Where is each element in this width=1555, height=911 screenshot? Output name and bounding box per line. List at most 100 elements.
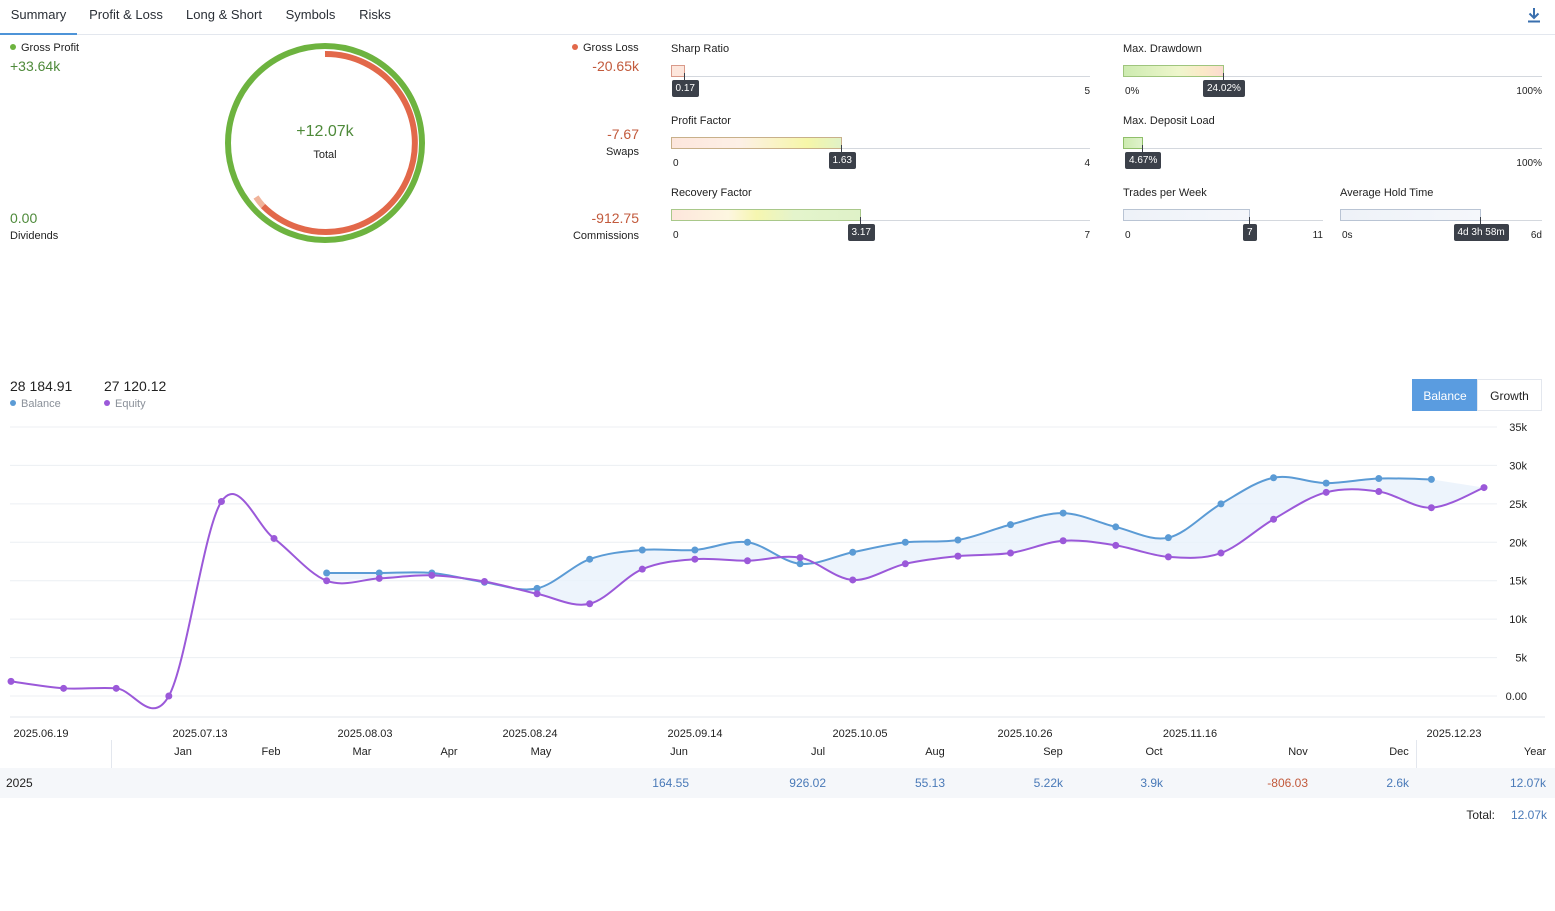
balance-point[interactable] [1217,500,1225,508]
balance-point[interactable] [691,546,699,554]
balance-point[interactable] [1059,509,1067,517]
balance-point[interactable] [1322,479,1330,487]
equity-point[interactable] [1217,549,1225,557]
balance-point[interactable] [1375,474,1383,482]
month-header-jun: Jun [670,746,688,758]
balance-value: 28 184.91 [10,378,73,394]
balance-point[interactable] [849,548,857,556]
balance-point[interactable] [638,546,646,554]
x-tick-label: 2025.06.19 [13,728,68,740]
balance-point[interactable] [533,584,541,592]
balance-point[interactable] [375,569,383,577]
year-row [0,768,1555,798]
x-tick-label: 2025.09.14 [667,728,722,740]
equity-point[interactable] [1164,553,1172,561]
equity-legend: Equity [104,398,146,410]
commissions-label: Commissions [572,230,639,242]
x-tick-label: 2025.12.23 [1426,728,1481,740]
metric-trades-per-week-value: 7 [1243,224,1257,241]
metric-max-deposit-load-marker [1142,145,1143,153]
balance-point[interactable] [323,569,331,577]
month-value-jun: 164.55 [652,776,689,790]
gross-profit-value: +33.64k [10,58,61,74]
metric-max-drawdown-max: 100% [1516,86,1542,97]
balance-toggle-button[interactable]: Balance [1412,379,1478,411]
equity-point[interactable] [428,571,436,579]
metric-avg-hold-time-fill [1340,209,1481,221]
download-icon[interactable] [1525,6,1543,24]
x-tick-label: 2025.07.13 [172,728,227,740]
metric-trades-per-week-min: 0 [1125,230,1131,241]
equity-point[interactable] [1322,488,1330,496]
equity-point[interactable] [849,576,857,584]
metric-recovery-factor-max: 7 [1084,230,1090,241]
equity-point[interactable] [796,554,804,562]
metric-recovery-factor-track [671,220,1090,221]
tab-summary[interactable]: Summary [0,0,77,35]
balance-point[interactable] [954,536,962,544]
growth-toggle-button[interactable]: Growth [1477,379,1542,411]
balance-point[interactable] [796,560,804,568]
equity-point[interactable] [323,577,331,585]
metric-profit-factor-value: 1.63 [828,152,856,169]
gross-loss-value: -20.65k [592,58,639,74]
equity-point[interactable] [1270,515,1278,523]
balance-equity-chart: 35k 30k 25k 20k 15k 10k 5k 0.00 2025.06.19 2025.0… [7,422,1545,740]
equity-point[interactable] [1427,504,1435,512]
equity-point[interactable] [1375,488,1383,496]
balance-point[interactable] [1270,474,1278,482]
metric-trades-per-week-max: 11 [1312,230,1323,241]
equity-point[interactable] [270,534,278,542]
equity-point[interactable] [533,590,541,598]
metric-recovery-factor-value: 3.17 [847,224,875,241]
total-value: +12.07k [296,123,354,140]
month-value-oct: 3.9k [1140,776,1163,790]
equity-point[interactable] [901,560,909,568]
equity-point[interactable] [60,684,68,692]
equity-point[interactable] [480,577,488,585]
metric-sharp-ratio-fill [671,65,685,77]
y-tick-label: 0.00 [1506,691,1527,703]
month-value-year: 12.07k [1509,776,1546,790]
equity-point[interactable] [954,552,962,560]
equity-point[interactable] [1480,484,1488,492]
balance-point[interactable] [586,555,594,563]
equity-point[interactable] [217,498,225,506]
balance-point[interactable] [1112,523,1120,531]
equity-point[interactable] [586,600,594,608]
equity-point[interactable] [1112,541,1120,549]
equity-point[interactable] [691,555,699,563]
equity-point[interactable] [165,692,173,700]
metric-sharp-ratio-title: Sharp Ratio [671,43,730,55]
tab-long-short[interactable]: Long & Short [186,7,262,22]
balance-point[interactable] [744,538,751,546]
y-tick-label: 15k [1509,576,1527,588]
balance-legend: Balance [10,398,61,410]
metric-max-deposit-load-fill [1123,137,1143,149]
equity-point[interactable] [112,684,120,692]
metric-recovery-factor-title: Recovery Factor [671,187,752,199]
equity-point[interactable] [1059,537,1067,545]
metric-trades-per-week-marker [1249,217,1250,225]
equity-point[interactable] [744,557,751,565]
metric-profit-factor-max: 4 [1084,158,1090,169]
metric-max-drawdown-value: 24.02% [1203,80,1245,97]
balance-point[interactable] [901,538,909,546]
gross-loss-label: Gross Loss [572,42,639,54]
x-tick-label: 2025.11.16 [1163,728,1217,740]
equity-point[interactable] [638,565,646,573]
balance-point[interactable] [1164,534,1172,542]
tab-profit-loss[interactable]: Profit & Loss [89,7,163,22]
tab-risks[interactable]: Risks [359,7,391,22]
equity-point[interactable] [7,677,15,685]
metric-max-drawdown-min: 0% [1125,86,1140,97]
balance-point[interactable] [1427,475,1435,483]
balance-point[interactable] [1007,521,1015,529]
equity-point[interactable] [375,574,383,582]
tab-symbols[interactable]: Symbols [285,7,336,22]
metric-sharp-ratio-marker [684,73,685,81]
equity-point[interactable] [1007,549,1015,557]
month-header-oct: Oct [1145,746,1163,758]
month-header-nov: Nov [1288,746,1308,758]
dividends-label: Dividends [10,230,59,242]
